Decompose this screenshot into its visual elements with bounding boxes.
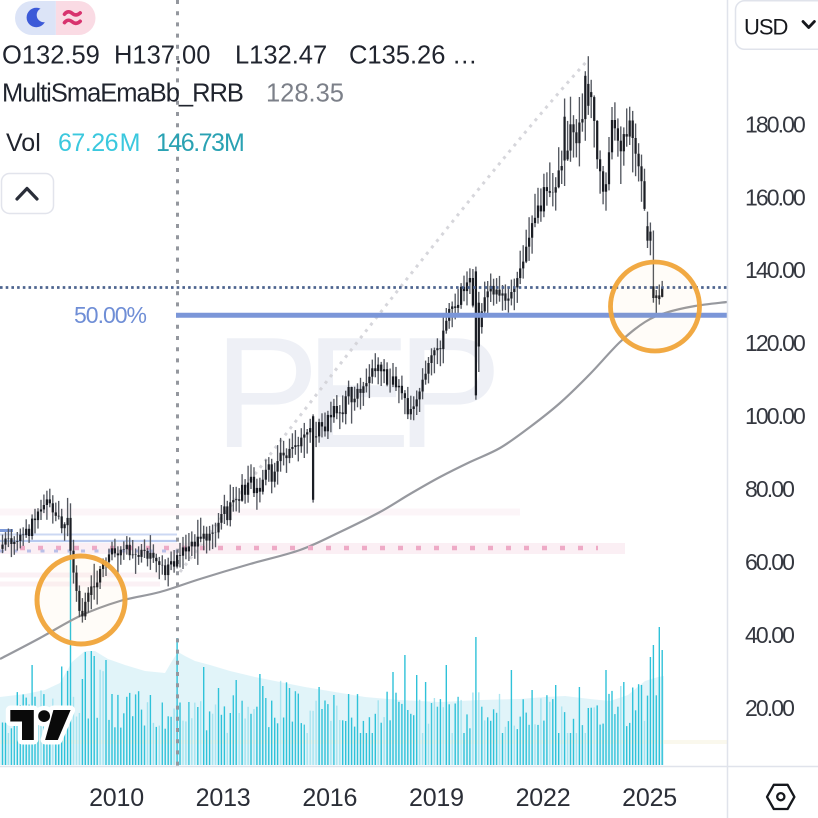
svg-text:180.00: 180.00: [745, 111, 805, 137]
svg-text:67.26 M: 67.26 M: [58, 129, 140, 157]
svg-text:MultiSmaEmaBb_RRB: MultiSmaEmaBb_RRB: [2, 80, 243, 108]
svg-text:PEP: PEP: [214, 305, 495, 481]
svg-text:L132.47: L132.47: [235, 42, 327, 70]
svg-text:140.00: 140.00: [745, 257, 805, 283]
svg-text:50.00%: 50.00%: [74, 302, 147, 328]
svg-text:120.00: 120.00: [745, 330, 805, 356]
svg-text:100.00: 100.00: [745, 403, 805, 429]
svg-text:146.73 M: 146.73 M: [156, 129, 243, 157]
svg-text:2025: 2025: [622, 784, 677, 812]
svg-text:2013: 2013: [196, 784, 251, 812]
svg-text:2022: 2022: [516, 784, 571, 812]
svg-text:Vol: Vol: [6, 129, 41, 157]
svg-text:128.35: 128.35: [266, 80, 344, 108]
svg-text:160.00: 160.00: [745, 184, 805, 210]
svg-text:60.00: 60.00: [745, 549, 794, 575]
svg-text:2010: 2010: [89, 784, 144, 812]
svg-text:20.00: 20.00: [745, 695, 794, 721]
svg-text:H137.00: H137.00: [114, 42, 210, 70]
svg-text:…: …: [452, 42, 478, 70]
svg-text:40.00: 40.00: [745, 622, 794, 648]
svg-text:C135.26: C135.26: [349, 42, 445, 70]
svg-text:O132.59: O132.59: [2, 42, 100, 70]
svg-text:2019: 2019: [409, 784, 464, 812]
svg-text:2016: 2016: [302, 784, 357, 812]
svg-text:USD: USD: [744, 15, 788, 40]
svg-text:80.00: 80.00: [745, 476, 794, 502]
